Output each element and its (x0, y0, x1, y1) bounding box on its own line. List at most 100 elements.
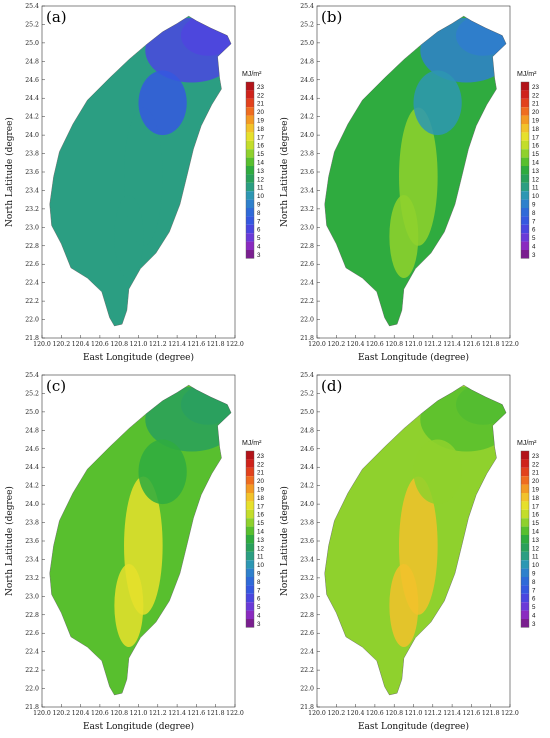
y-tick-label: 25.4 (25, 3, 39, 10)
colorbar-label: 22 (257, 461, 264, 468)
colorbar-swatch (521, 551, 529, 561)
colorbar-swatch (246, 174, 254, 183)
colorbar-swatch (521, 174, 529, 183)
colorbar-swatch (521, 476, 529, 485)
colorbar-label: 5 (257, 235, 261, 242)
y-tick-label: 23.6 (25, 538, 39, 545)
colorbar-swatch (521, 451, 529, 460)
colorbar-label: 8 (532, 210, 536, 217)
x-tick-label: 120.2 (327, 341, 345, 348)
colorbar-label: 4 (257, 244, 261, 251)
colorbar-label: 9 (532, 202, 536, 209)
y-tick-label: 23.8 (25, 520, 39, 527)
y-tick-label: 22.6 (25, 630, 39, 637)
colorbar-swatch (521, 199, 529, 208)
y-axis-title: North Latitude (degree) (279, 117, 290, 227)
colorbar-label: 18 (257, 126, 264, 133)
x-tick-label: 121.4 (168, 341, 186, 348)
y-tick-label: 22.4 (25, 649, 39, 656)
x-tick-label: 121.2 (149, 710, 167, 717)
colorbar-label: 9 (257, 571, 261, 578)
colorbar-swatch (246, 241, 254, 250)
y-tick-label: 25.2 (25, 390, 39, 397)
colorbar-swatch (521, 166, 529, 175)
colorbar-label: 20 (532, 109, 539, 116)
colorbar-label: 19 (532, 487, 539, 494)
colorbar-label: 16 (532, 143, 539, 150)
colorbar-swatch (246, 610, 254, 619)
colorbar-label: 23 (532, 453, 539, 460)
colorbar-swatch (246, 543, 254, 552)
y-tick-label: 22.8 (300, 243, 314, 250)
y-tick-label: 25.0 (300, 40, 314, 47)
colorbar-label: 4 (257, 613, 261, 620)
field-zone-1 (145, 386, 232, 452)
colorbar-swatch (521, 250, 529, 259)
field-zone-4 (413, 439, 462, 505)
x-tick-label: 120.0 (308, 341, 326, 348)
colorbar-label: 11 (257, 554, 264, 561)
x-tick-label: 120.6 (366, 341, 384, 348)
colorbar-label: 5 (532, 604, 536, 611)
colorbar-label: 21 (532, 470, 539, 477)
colorbar-swatch (521, 501, 529, 510)
y-tick-label: 25.0 (25, 40, 39, 47)
colorbar-swatch (521, 509, 529, 519)
x-tick-label: 122.0 (226, 341, 244, 348)
panel-a: 120.0 120.2 120.4 120.6 120.8 121.0 121.2 121.4… (0, 0, 275, 369)
colorbar-label: 9 (257, 202, 261, 209)
panel-label: (c) (46, 377, 66, 395)
colorbar-label: 3 (257, 621, 261, 628)
colorbar-swatch (246, 493, 254, 502)
panel-label: (d) (321, 377, 342, 395)
colorbar-swatch (246, 459, 254, 468)
colorbar-label: 17 (257, 503, 264, 510)
y-tick-label: 23.6 (25, 169, 39, 176)
colorbar-swatch (521, 233, 529, 242)
y-tick-label: 23.4 (300, 556, 314, 563)
colorbar-swatch (246, 208, 254, 217)
x-tick-label: 120.0 (33, 341, 51, 348)
x-tick-label: 120.6 (366, 710, 384, 717)
x-tick-label: 121.2 (149, 341, 167, 348)
colorbar-label: 5 (257, 604, 261, 611)
colorbar-title: MJ/m² (517, 440, 537, 447)
colorbar-label: 11 (257, 185, 264, 192)
colorbar-label: 15 (532, 151, 539, 158)
panel-c: 120.0 120.2 120.4 120.6 120.8 121.0 121.2 121.4… (0, 369, 275, 738)
field-zone-4 (413, 70, 462, 136)
colorbar-swatch (521, 459, 529, 468)
colorbar-swatch (246, 132, 254, 141)
y-axis-title: North Latitude (degree) (4, 486, 15, 596)
x-tick-label: 121.4 (443, 341, 461, 348)
x-tick-label: 122.0 (226, 710, 244, 717)
colorbar-swatch (246, 560, 254, 569)
x-tick-label: 120.6 (91, 341, 109, 348)
colorbar-label: 10 (257, 562, 264, 569)
island-field (49, 16, 232, 326)
y-tick-label: 21.8 (300, 704, 314, 711)
x-tick-label: 121.8 (207, 341, 225, 348)
y-tick-label: 24.8 (300, 58, 314, 65)
colorbar-title: MJ/m² (517, 71, 537, 78)
colorbar-label: 13 (532, 537, 539, 544)
colorbar-label: 3 (257, 252, 261, 259)
x-tick-label: 120.2 (52, 710, 70, 717)
y-axis-title: North Latitude (degree) (279, 486, 290, 596)
y-tick-label: 21.8 (300, 335, 314, 342)
colorbar-frame (520, 450, 530, 628)
y-tick-label: 23.6 (300, 538, 314, 545)
island-field (49, 385, 232, 695)
panel-d: 120.0 120.2 120.4 120.6 120.8 121.0 121.2 121.4… (275, 369, 550, 738)
colorbar-label: 11 (532, 185, 539, 192)
field-zone-4 (138, 439, 187, 505)
colorbar-title: MJ/m² (242, 71, 262, 78)
panel-b-svg: 120.0 120.2 120.4 120.6 120.8 121.0 121.2 121.4… (279, 3, 539, 363)
colorbar-label: 23 (257, 84, 264, 91)
colorbar-frame (520, 81, 530, 259)
colorbar-swatch (521, 241, 529, 250)
x-tick-label: 120.4 (72, 341, 90, 348)
colorbar-swatch (521, 610, 529, 619)
colorbar-swatch (246, 451, 254, 460)
y-tick-label: 22.0 (300, 686, 314, 693)
